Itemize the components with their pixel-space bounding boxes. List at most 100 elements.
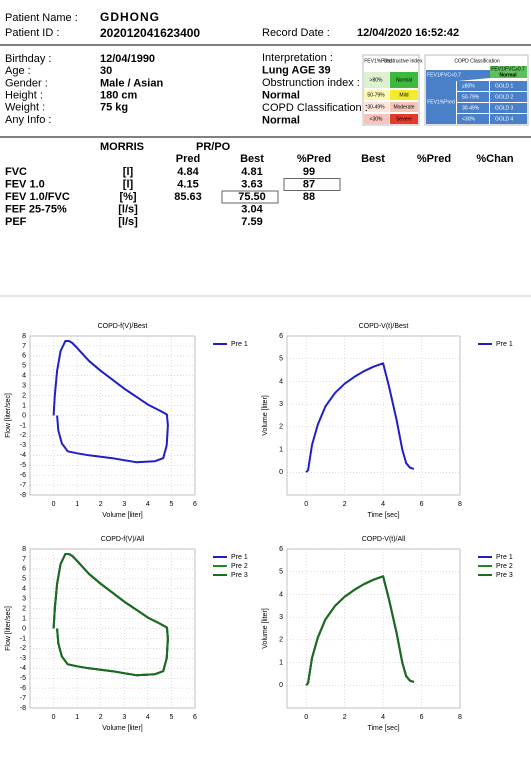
legend-range: 50-79% xyxy=(462,94,480,100)
row-unit: [l/s] xyxy=(118,203,138,215)
info-value: 30 xyxy=(100,65,112,77)
y-tick-label: 7 xyxy=(22,343,26,350)
plot-area xyxy=(286,335,461,496)
data-line xyxy=(52,553,169,677)
legend-range: 50-79% xyxy=(367,92,385,98)
row-unit: [l] xyxy=(123,166,134,178)
y-tick-label: 6 xyxy=(279,546,283,553)
legend-cell xyxy=(490,81,527,91)
x-tick-label: 2 xyxy=(343,501,347,508)
y-axis-label: Flow [liter/sec] xyxy=(5,393,12,438)
x-tick-label: 4 xyxy=(381,714,385,721)
legend-cell xyxy=(457,103,489,113)
y-tick-label: -4 xyxy=(20,665,26,672)
legend-cell xyxy=(364,90,389,100)
legend-level: Normal xyxy=(396,77,412,83)
row-name: FVC xyxy=(5,166,27,178)
highlight-box xyxy=(283,178,341,191)
legend-label: Pre 3 xyxy=(496,572,513,579)
y-tick-label: -4 xyxy=(20,452,26,459)
x-tick-label: 2 xyxy=(99,501,103,508)
legend-range: <30% xyxy=(462,116,475,122)
legend-range: >80% xyxy=(370,77,383,83)
legend-cell xyxy=(457,114,489,124)
obstructive-legend: FEV1%Pred Obstructive Index >80% Normal … xyxy=(362,54,423,126)
y-tick-label: 5 xyxy=(22,576,26,583)
legend-title: COPD Classification xyxy=(454,58,500,64)
x-tick-label: 3 xyxy=(122,501,126,508)
y-tick-label: 3 xyxy=(279,614,283,621)
y-tick-label: -7 xyxy=(20,695,26,702)
x-axis-label: Time [sec] xyxy=(367,725,399,732)
patient-id: 202012041623400 xyxy=(100,26,200,40)
legend-cell xyxy=(364,102,389,112)
charts: COPD-f(V)/Best -8 -7 -6 -5 -4 -3 -2 -1 0 1 2 3 4 5 6 7 8 0… xyxy=(5,323,513,732)
data-line xyxy=(52,340,169,464)
y-tick-label: 1 xyxy=(279,659,283,666)
row-name: FEF 25-75% xyxy=(5,203,67,215)
record-date: 12/04/2020 16:52:42 xyxy=(357,27,459,39)
x-tick-label: 0 xyxy=(52,714,56,721)
x-tick-label: 4 xyxy=(146,501,150,508)
legend-label: Pre 1 xyxy=(496,554,513,561)
y-tick-label: 6 xyxy=(279,333,283,340)
chart: COPD-V(t)/All 0 1 2 3 4 5 6 0 2 4 6 8 Time [sec] Volum… xyxy=(262,536,513,732)
cell: 85.63 xyxy=(174,191,202,203)
cell: 4.84 xyxy=(177,166,199,178)
y-tick-label: 2 xyxy=(279,637,283,644)
legend-cell xyxy=(390,102,418,112)
info-label: Height : xyxy=(5,90,43,102)
legend-cell xyxy=(390,90,418,100)
cell: 4.15 xyxy=(177,178,198,190)
legend-normal: Normal xyxy=(499,72,517,78)
x-axis-label: Volume [liter] xyxy=(102,512,143,519)
legend-range: ≥80% xyxy=(462,83,475,89)
y-tick-label: -8 xyxy=(20,705,26,712)
y-tick-label: 3 xyxy=(22,383,26,390)
legend-ratio: FEV1/FVC≥0.7 xyxy=(491,66,525,72)
legend-cell xyxy=(490,103,527,113)
table-header: MORRIS xyxy=(100,141,144,153)
x-tick-label: 2 xyxy=(99,714,103,721)
row-name: FEV 1.0 xyxy=(5,178,45,190)
info-label: Gender : xyxy=(5,77,48,89)
x-tick-label: 3 xyxy=(122,714,126,721)
x-tick-label: 2 xyxy=(343,714,347,721)
column-header: Pred xyxy=(176,153,200,165)
legend-header: FEV1%Pred xyxy=(364,58,392,64)
x-tick-label: 0 xyxy=(52,501,56,508)
legend-rows: ≥80% GOLD 1 50-79% GOLD 2 30-49% GOLD 3 <30% GO… xyxy=(457,81,527,124)
info-value: Lung AGE 39 xyxy=(262,64,331,76)
legend-level: GOLD 2 xyxy=(495,94,514,100)
legend-label: Pre 2 xyxy=(231,563,248,570)
y-tick-label: 2 xyxy=(279,424,283,431)
column-header: Best xyxy=(240,153,264,165)
highlight-box xyxy=(221,190,279,204)
cell: 7.59 xyxy=(241,216,262,228)
cell: 4.81 xyxy=(241,166,262,178)
patient-info: Birthday : 12/04/1990 Age : 30 Gender : Male … xyxy=(5,52,368,127)
y-tick-label: -7 xyxy=(20,482,26,489)
legend-axis: FEV1%Pred xyxy=(427,99,455,105)
x-tick-label: 6 xyxy=(420,714,424,721)
legend-cell xyxy=(490,66,527,78)
legend-level: Severe xyxy=(396,116,412,122)
info-value: 12/04/1990 xyxy=(100,53,155,65)
cell: 88 xyxy=(303,191,315,203)
y-tick-label: 1 xyxy=(279,446,283,453)
y-tick-label: 0 xyxy=(279,469,283,476)
row-unit: [l] xyxy=(123,178,134,190)
legend-range: 30-49% xyxy=(462,105,480,111)
info-label: Interpretation : xyxy=(262,52,333,64)
info-label: Obstrunction index : xyxy=(262,77,360,89)
legend-label: Pre 3 xyxy=(231,572,248,579)
y-tick-label: 0 xyxy=(22,625,26,632)
plot-area xyxy=(286,548,461,709)
data-line xyxy=(305,362,415,473)
y-tick-label: 3 xyxy=(279,401,283,408)
x-tick-label: 8 xyxy=(458,501,462,508)
info-label: Birthday : xyxy=(5,53,51,65)
cell: 87 xyxy=(303,178,315,190)
x-axis-label: Time [sec] xyxy=(367,512,399,519)
